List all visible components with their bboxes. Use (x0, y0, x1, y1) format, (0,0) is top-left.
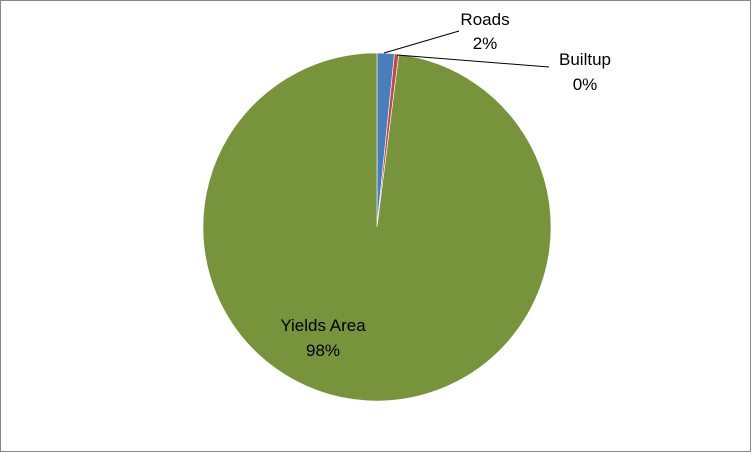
label-roads-name: Roads (460, 10, 509, 29)
pie-slice-yields-area (202, 52, 552, 402)
label-yields-area-percent: 98% (306, 341, 340, 360)
label-builtup-name: Builtup (559, 50, 611, 69)
pie-slices (202, 52, 552, 402)
label-yields-area-name: Yields Area (280, 316, 366, 335)
leader-line-roads (383, 30, 460, 54)
leader-line-builtup (396, 54, 550, 68)
data-labels: Roads 2% Builtup 0% Yields Area 98% (280, 10, 611, 360)
label-roads-percent: 2% (473, 34, 498, 53)
leader-lines (383, 30, 550, 68)
label-builtup-percent: 0% (573, 75, 598, 94)
